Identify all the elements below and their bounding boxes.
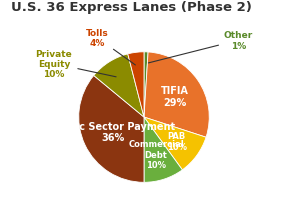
Text: U.S. 36 Express Lanes (Phase 2): U.S. 36 Express Lanes (Phase 2) bbox=[11, 1, 252, 14]
Text: TIFIA
29%: TIFIA 29% bbox=[161, 86, 189, 107]
Wedge shape bbox=[144, 117, 182, 182]
Text: Tolls
4%: Tolls 4% bbox=[86, 29, 135, 66]
Wedge shape bbox=[128, 53, 144, 117]
Text: PAB
10%: PAB 10% bbox=[167, 131, 187, 151]
Wedge shape bbox=[144, 117, 206, 170]
Wedge shape bbox=[144, 53, 148, 117]
Text: Other
1%: Other 1% bbox=[148, 31, 253, 64]
Wedge shape bbox=[144, 53, 209, 138]
Text: Private
Equity
10%: Private Equity 10% bbox=[36, 49, 116, 79]
Text: Public Sector Payment
36%: Public Sector Payment 36% bbox=[51, 121, 175, 143]
Wedge shape bbox=[79, 76, 144, 182]
Wedge shape bbox=[94, 55, 144, 117]
Text: Commercial
Debt
10%: Commercial Debt 10% bbox=[128, 140, 184, 169]
